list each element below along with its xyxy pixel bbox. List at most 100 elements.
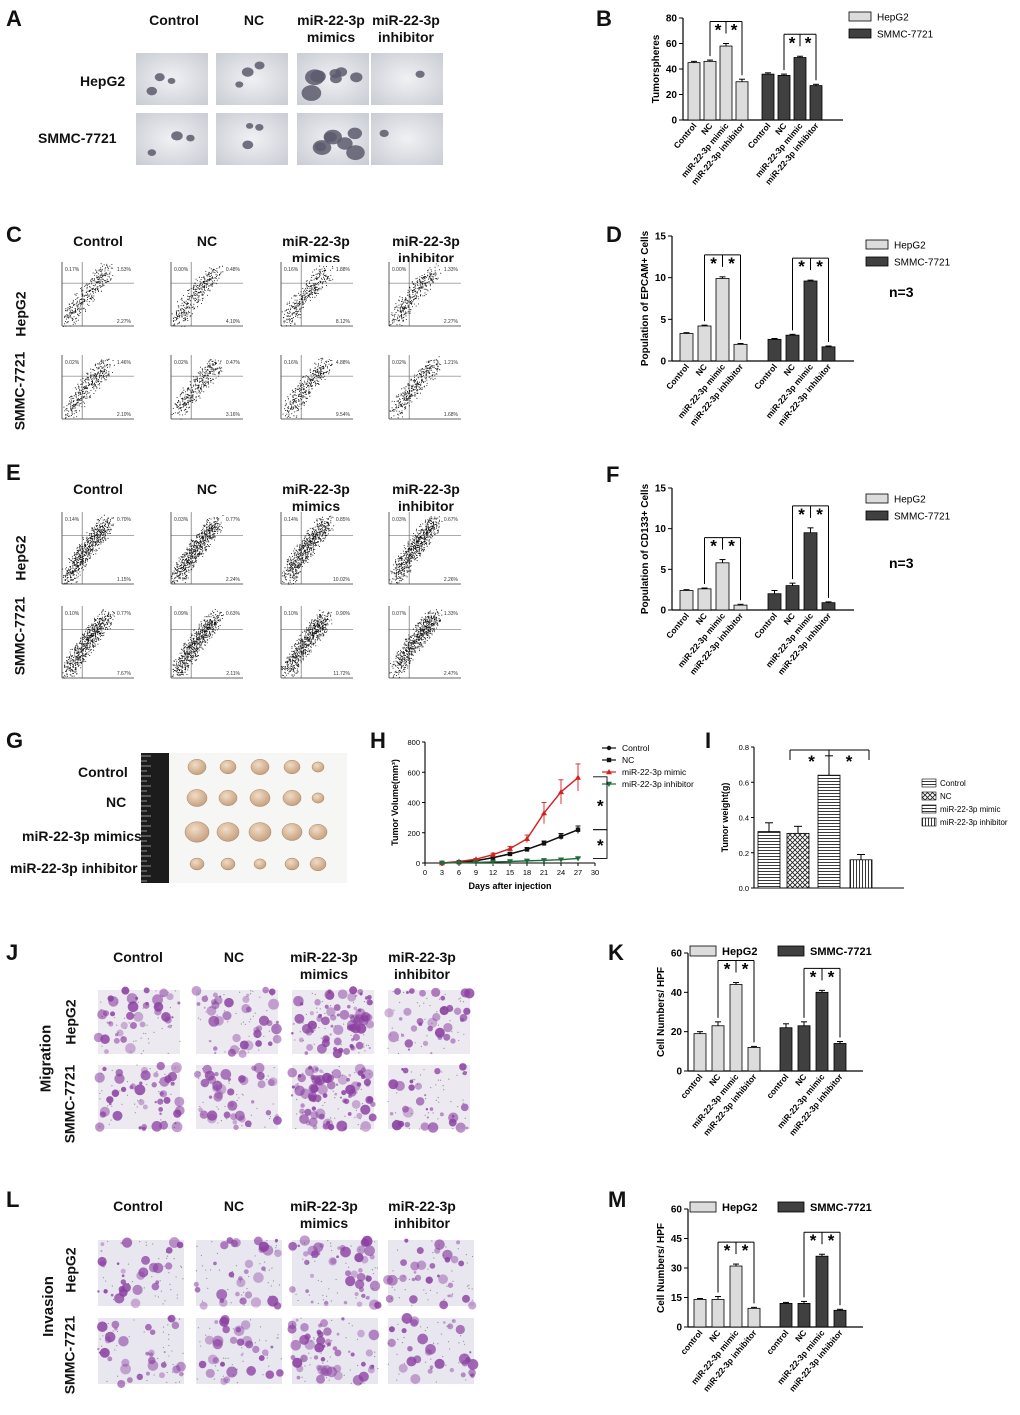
- membrane-pore: [308, 1294, 311, 1296]
- stained-cell: [334, 1092, 338, 1096]
- legend-label: Control: [622, 743, 650, 753]
- stained-cell: [409, 1295, 418, 1304]
- stained-cell: [352, 1374, 364, 1386]
- membrane-pore: [435, 1099, 437, 1101]
- legend-swatch: [689, 1201, 717, 1213]
- membrane-pore: [423, 1068, 425, 1071]
- membrane-pore: [174, 990, 176, 992]
- membrane-pore: [223, 1010, 226, 1012]
- stained-cell: [337, 1047, 344, 1054]
- membrane-pore: [355, 1297, 357, 1299]
- significance-star: *: [710, 254, 717, 273]
- membrane-pore: [252, 1015, 254, 1017]
- membrane-pore: [170, 1289, 172, 1291]
- membrane-pore: [424, 1329, 426, 1332]
- membrane-pore: [176, 1294, 178, 1296]
- membrane-pore: [117, 1032, 119, 1034]
- stained-cell: [343, 1047, 350, 1055]
- membrane-pore: [310, 1340, 312, 1342]
- membrane-pore: [431, 1368, 433, 1370]
- flow-plot: 0.02% 1.46%2.10%: [61, 355, 134, 420]
- transwell-image: [93, 986, 181, 1055]
- membrane-pore: [248, 1035, 250, 1037]
- membrane-pore: [462, 1340, 465, 1342]
- membrane-pore: [324, 1012, 326, 1015]
- stained-cell: [136, 1373, 143, 1381]
- membrane-pore: [411, 1305, 413, 1307]
- col-header-mimics: miR-22-3p mimics: [282, 481, 350, 514]
- membrane-pore: [99, 1098, 101, 1100]
- membrane-pore: [364, 1050, 366, 1052]
- membrane-pore: [429, 1350, 431, 1352]
- flow-plot: 0.16% 1.88%8.12%: [280, 262, 353, 327]
- stained-cell: [208, 1015, 220, 1027]
- membrane-pore: [429, 1004, 431, 1007]
- membrane-pore: [429, 1125, 431, 1127]
- membrane-pore: [403, 1362, 406, 1365]
- membrane-pore: [361, 1295, 363, 1297]
- membrane-pore: [470, 1374, 472, 1377]
- quadrant-ul-value: 0.09%: [174, 611, 189, 617]
- membrane-pore: [202, 1067, 204, 1070]
- stained-cell: [267, 1041, 273, 1047]
- stained-cell: [337, 989, 348, 999]
- stained-cell: [355, 1041, 364, 1050]
- membrane-pore: [197, 1327, 200, 1329]
- significance-star: *: [742, 1241, 749, 1260]
- stained-cell: [121, 1237, 133, 1248]
- sample-size-note: n=3: [889, 284, 914, 300]
- membrane-pore: [350, 1382, 352, 1384]
- flow-plot: 0.03% 0.67%2.26%: [388, 512, 461, 585]
- stained-cell: [199, 1110, 209, 1119]
- stained-cell: [111, 1089, 120, 1097]
- bar: [809, 85, 823, 121]
- membrane-pore: [426, 1327, 428, 1329]
- stained-cell: [370, 1101, 376, 1107]
- membrane-pore: [153, 1374, 155, 1376]
- membrane-pore: [440, 1007, 442, 1010]
- stained-cell: [236, 1278, 246, 1288]
- quadrant-ur-value: 1.21%: [444, 360, 459, 366]
- membrane-pore: [317, 1302, 319, 1305]
- membrane-pore: [292, 1323, 294, 1326]
- y-tick-label: 0: [660, 606, 666, 617]
- membrane-pore: [225, 1118, 228, 1120]
- tumorsphere-image: [297, 113, 369, 165]
- bar: [797, 1303, 811, 1328]
- membrane-pore: [275, 1247, 277, 1249]
- x-tick-label: NC: [707, 1328, 723, 1344]
- membrane-pore: [217, 1022, 219, 1024]
- membrane-pore: [297, 1299, 299, 1302]
- stained-cell: [167, 1314, 176, 1323]
- membrane-pore: [311, 992, 313, 995]
- membrane-pore: [231, 1363, 233, 1366]
- stained-cell: [258, 1246, 266, 1253]
- col-header-inhibitor: miR-22-3p inhibitor: [392, 481, 460, 514]
- stained-cell: [194, 1286, 201, 1293]
- bar: [697, 588, 712, 611]
- membrane-pore: [227, 1357, 229, 1359]
- significance-star: *: [846, 752, 853, 771]
- membrane-pore: [99, 1092, 101, 1095]
- stained-cell: [246, 993, 250, 997]
- membrane-pore: [166, 1381, 168, 1383]
- membrane-pore: [215, 999, 217, 1001]
- membrane-pore: [156, 1071, 158, 1073]
- stained-cell: [317, 1013, 322, 1019]
- membrane-pore: [457, 1105, 459, 1108]
- quadrant-lr-value: 2.26%: [444, 577, 459, 583]
- membrane-pore: [169, 1283, 171, 1285]
- membrane-pore: [116, 1002, 118, 1004]
- membrane-pore: [267, 1282, 269, 1284]
- stained-cell: [316, 1251, 321, 1256]
- membrane-pore: [223, 994, 225, 996]
- stained-cell: [93, 1032, 104, 1043]
- tumorsphere-image: [216, 113, 288, 165]
- tumorsphere-image: [136, 113, 208, 165]
- membrane-pore: [215, 1006, 217, 1008]
- membrane-pore: [394, 1289, 396, 1291]
- stained-cell: [108, 1021, 112, 1024]
- membrane-pore: [151, 1264, 153, 1266]
- stained-cell: [163, 1096, 171, 1104]
- stained-cell: [348, 1094, 352, 1099]
